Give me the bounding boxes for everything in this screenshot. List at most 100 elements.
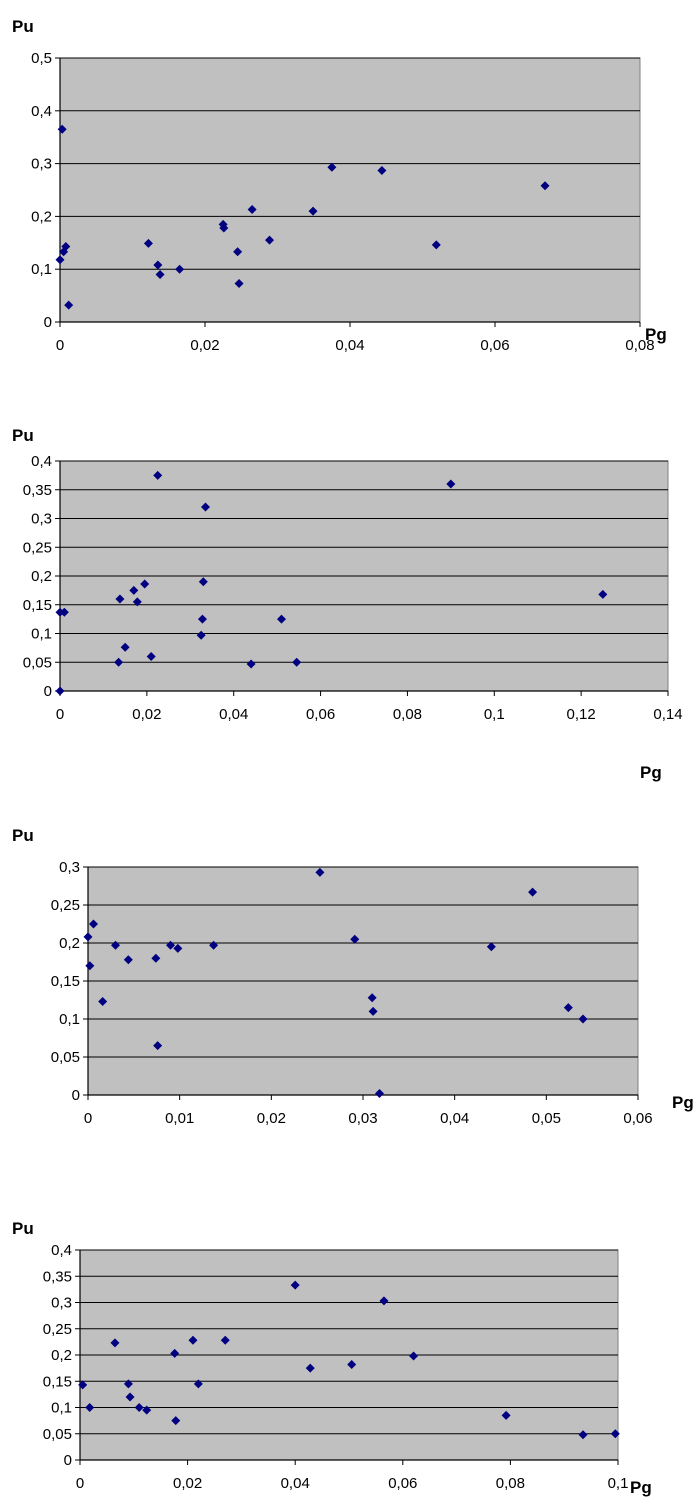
- data-point: [153, 260, 163, 270]
- x-axis-title: Pg: [645, 325, 667, 344]
- data-point: [528, 887, 538, 897]
- y-tick-label: 0: [72, 1087, 80, 1104]
- data-point: [368, 1006, 378, 1016]
- y-tick-label: 0,15: [51, 973, 80, 990]
- scatter-chart-3: 0 0,05 0,1 0,15 0,2 0,25 0,3 0 0,01 0,02 0,03 0,04 0…: [0, 795, 700, 1140]
- x-tick-label: 0,05: [532, 1110, 561, 1127]
- data-point: [578, 1014, 588, 1024]
- y-tick-label: 0,4: [51, 1242, 72, 1259]
- data-point: [142, 1405, 152, 1415]
- data-point: [123, 955, 133, 965]
- data-point: [350, 934, 360, 944]
- data-point: [198, 577, 208, 587]
- data-point: [276, 614, 286, 624]
- data-point: [308, 206, 318, 216]
- data-point: [57, 124, 67, 134]
- x-tick-label: 0,08: [496, 1475, 525, 1492]
- data-point: [171, 1416, 181, 1426]
- data-point: [59, 607, 69, 617]
- y-axis-title: Pu: [12, 1219, 34, 1238]
- x-axis-title: Pg: [640, 763, 662, 782]
- data-point: [146, 652, 156, 661]
- data-point: [219, 223, 229, 233]
- x-tick-label: 0,08: [393, 706, 422, 723]
- scatter-chart-1: 0 0,1 0,2 0,3 0,4 0,5 0 0,02 0,04 0,06 0,08 Pu Pg: [0, 0, 700, 375]
- x-tick-label: 0,04: [440, 1110, 469, 1127]
- y-tick-label: 0,3: [31, 156, 52, 173]
- y-tick-label: 0,3: [31, 511, 52, 528]
- data-point: [292, 657, 302, 667]
- y-axis-title: Pu: [12, 17, 34, 36]
- data-point: [83, 932, 93, 942]
- y-tick-label: 0,25: [51, 897, 80, 914]
- y-tick-label: 0,3: [51, 1295, 72, 1312]
- y-tick-label: 0,25: [23, 539, 52, 556]
- y-tick-label: 0,5: [31, 50, 52, 67]
- data-point: [120, 642, 130, 652]
- x-tick-label: 0,02: [173, 1475, 202, 1492]
- data-point: [125, 1392, 135, 1402]
- y-tick-label: 0,1: [31, 626, 52, 643]
- data-point: [200, 502, 210, 512]
- data-point: [175, 264, 185, 274]
- y-tick-label: 0,4: [31, 453, 52, 470]
- y-axis-title: Pu: [12, 826, 34, 845]
- x-tick-label: 0,1: [608, 1475, 629, 1492]
- y-tick-label: 0: [44, 683, 52, 700]
- x-tick-label: 0,1: [484, 706, 505, 723]
- data-point: [170, 1348, 180, 1358]
- data-point: [347, 1359, 357, 1369]
- data-point: [193, 1379, 203, 1389]
- data-point: [132, 597, 142, 607]
- y-tick-label: 0,35: [43, 1268, 72, 1285]
- data-point: [61, 241, 71, 251]
- y-tick-label: 0: [64, 1452, 72, 1469]
- data-point: [290, 1280, 300, 1290]
- y-tick-label: 0: [44, 314, 52, 331]
- x-tick-label: 0,02: [257, 1110, 286, 1127]
- data-point: [377, 165, 387, 175]
- data-point: [115, 594, 125, 604]
- x-axis-title: Pg: [672, 1093, 694, 1112]
- chart-svg: 0 0,1 0,2 0,3 0,4 0,5 0 0,02 0,04 0,06 0,08 Pu Pg: [12, 17, 667, 354]
- data-point: [114, 657, 124, 667]
- data-point: [379, 1296, 389, 1306]
- y-tick-label: 0,15: [23, 597, 52, 614]
- y-tick-label: 0,2: [51, 1347, 72, 1364]
- data-point: [64, 300, 74, 310]
- x-tick-label: 0,06: [480, 337, 509, 354]
- data-point: [409, 1351, 419, 1361]
- data-point: [134, 1403, 144, 1412]
- data-point: [166, 940, 175, 950]
- x-tick-label: 0,03: [348, 1110, 377, 1127]
- x-tick-label: 0,04: [335, 337, 364, 354]
- chart-svg: 0 0,05 0,1 0,15 0,2 0,25 0,3 0,35 0,4 0 0,02 0,04 0,…: [12, 426, 683, 782]
- data-point: [55, 255, 65, 265]
- data-point: [143, 238, 153, 248]
- x-tick-label: 0,04: [219, 706, 248, 723]
- x-tick-label: 0: [56, 706, 64, 723]
- y-tick-label: 0,25: [43, 1321, 72, 1338]
- data-point: [89, 919, 98, 929]
- x-axis-title: Pg: [630, 1478, 652, 1497]
- data-point: [155, 269, 165, 279]
- data-point: [173, 943, 183, 953]
- y-tick-label: 0,15: [43, 1373, 72, 1390]
- data-point: [578, 1430, 588, 1440]
- data-point: [563, 1003, 573, 1013]
- data-point: [196, 630, 206, 640]
- y-tick-label: 0,2: [31, 208, 52, 225]
- data-point: [367, 993, 377, 1003]
- data-point: [110, 1338, 120, 1348]
- data-point: [85, 961, 95, 971]
- scatter-chart-2: 0 0,05 0,1 0,15 0,2 0,25 0,3 0,35 0,4 0 0,02 0,04 0,…: [0, 400, 700, 790]
- data-point: [501, 1410, 511, 1420]
- x-tick-label: 0: [76, 1475, 84, 1492]
- data-point: [315, 867, 325, 877]
- data-point: [98, 997, 108, 1007]
- data-point: [305, 1363, 315, 1373]
- x-tick-label: 0,02: [132, 706, 161, 723]
- data-point: [220, 1335, 230, 1345]
- data-point: [375, 1088, 384, 1098]
- y-tick-label: 0,05: [51, 1049, 80, 1066]
